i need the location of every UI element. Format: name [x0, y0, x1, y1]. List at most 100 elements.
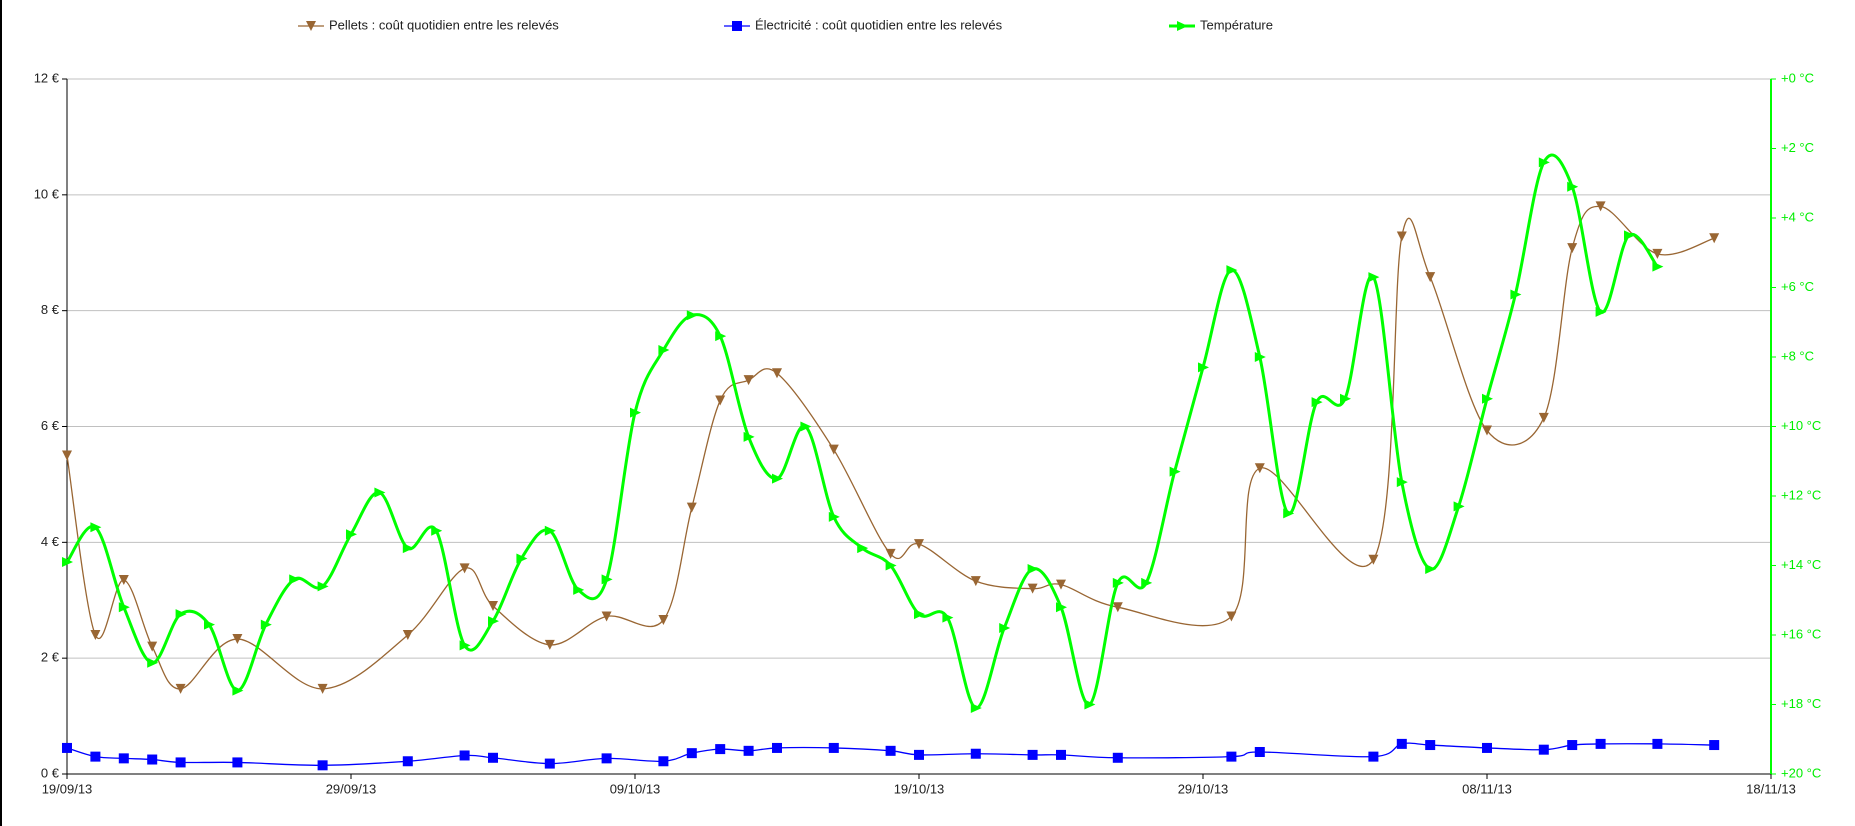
marker	[62, 450, 72, 461]
y2-tick-label: +12 °C	[1781, 487, 1821, 502]
y2-tick-label: +20 °C	[1781, 765, 1821, 780]
marker	[402, 756, 413, 767]
marker	[459, 563, 470, 574]
marker	[828, 742, 839, 753]
marker	[601, 611, 612, 622]
marker	[431, 525, 443, 536]
marker	[828, 511, 840, 522]
series-line	[66, 205, 1715, 690]
y-tick-label: 0 €	[41, 765, 60, 780]
marker	[1027, 583, 1038, 594]
marker	[715, 331, 727, 342]
marker	[658, 345, 670, 356]
marker	[1396, 738, 1407, 749]
marker	[317, 581, 329, 592]
marker	[686, 310, 698, 321]
marker	[260, 619, 272, 630]
marker	[1112, 602, 1123, 613]
marker	[743, 431, 755, 442]
x-tick-label: 29/09/13	[326, 781, 377, 796]
marker	[346, 529, 357, 540]
marker	[317, 760, 328, 771]
legend-marker	[306, 21, 316, 31]
marker	[1056, 579, 1066, 590]
marker	[1056, 602, 1067, 613]
marker	[175, 609, 187, 620]
marker	[90, 751, 101, 762]
marker	[1141, 577, 1153, 588]
marker	[1254, 746, 1265, 757]
marker	[544, 758, 555, 769]
marker	[914, 539, 924, 550]
marker	[147, 754, 158, 765]
legend-label: Électricité : coût quotidien entre les r…	[755, 17, 1003, 32]
x-tick-label: 08/11/13	[1462, 781, 1512, 796]
legend-marker	[1177, 21, 1188, 31]
y2-tick-label: +0 °C	[1781, 70, 1814, 85]
marker	[1112, 752, 1123, 763]
y-tick-label: 4 €	[41, 534, 60, 549]
marker	[1027, 563, 1039, 574]
marker	[1368, 272, 1380, 283]
x-tick-label: 29/10/13	[1178, 781, 1229, 796]
marker	[630, 407, 641, 418]
marker	[118, 602, 130, 613]
marker	[175, 683, 186, 694]
marker	[970, 576, 981, 587]
marker	[147, 641, 158, 652]
marker	[1595, 306, 1607, 317]
marker	[544, 525, 556, 536]
marker	[1198, 362, 1209, 373]
marker	[601, 574, 613, 585]
marker	[1425, 740, 1436, 751]
marker	[118, 574, 129, 585]
legend-marker	[732, 21, 742, 31]
marker	[62, 742, 72, 753]
y2-tick-label: +16 °C	[1781, 626, 1821, 641]
marker	[970, 702, 982, 713]
marker	[1709, 740, 1720, 751]
marker	[1538, 744, 1549, 755]
y-tick-label: 6 €	[41, 418, 60, 433]
marker	[914, 609, 925, 620]
marker	[772, 742, 782, 753]
y2-tick-label: +4 °C	[1781, 209, 1814, 224]
marker	[90, 522, 102, 533]
marker	[772, 473, 783, 484]
marker	[715, 395, 726, 406]
marker	[1396, 231, 1407, 242]
marker	[118, 753, 129, 764]
marker	[743, 745, 754, 756]
marker	[147, 657, 159, 668]
marker	[1482, 393, 1493, 404]
x-tick-label: 18/11/13	[1746, 781, 1796, 796]
marker	[772, 368, 782, 379]
marker	[1112, 577, 1124, 588]
marker	[1709, 233, 1720, 244]
marker	[999, 623, 1011, 634]
marker	[175, 757, 186, 768]
marker	[715, 744, 726, 755]
y-tick-label: 8 €	[41, 302, 60, 317]
marker	[374, 487, 386, 498]
marker	[90, 630, 101, 640]
y-tick-label: 2 €	[41, 650, 60, 665]
marker	[1425, 272, 1436, 283]
marker	[1368, 751, 1379, 762]
marker	[1311, 397, 1323, 408]
y-tick-label: 12 €	[34, 70, 60, 85]
marker	[1595, 201, 1606, 212]
marker	[1254, 463, 1265, 474]
marker	[658, 756, 669, 767]
marker	[204, 619, 215, 630]
marker	[516, 553, 528, 564]
marker	[459, 750, 470, 761]
marker	[1056, 749, 1066, 760]
marker	[970, 748, 981, 759]
marker	[1425, 563, 1437, 574]
marker	[686, 502, 697, 513]
marker	[544, 639, 555, 650]
marker	[573, 584, 585, 595]
